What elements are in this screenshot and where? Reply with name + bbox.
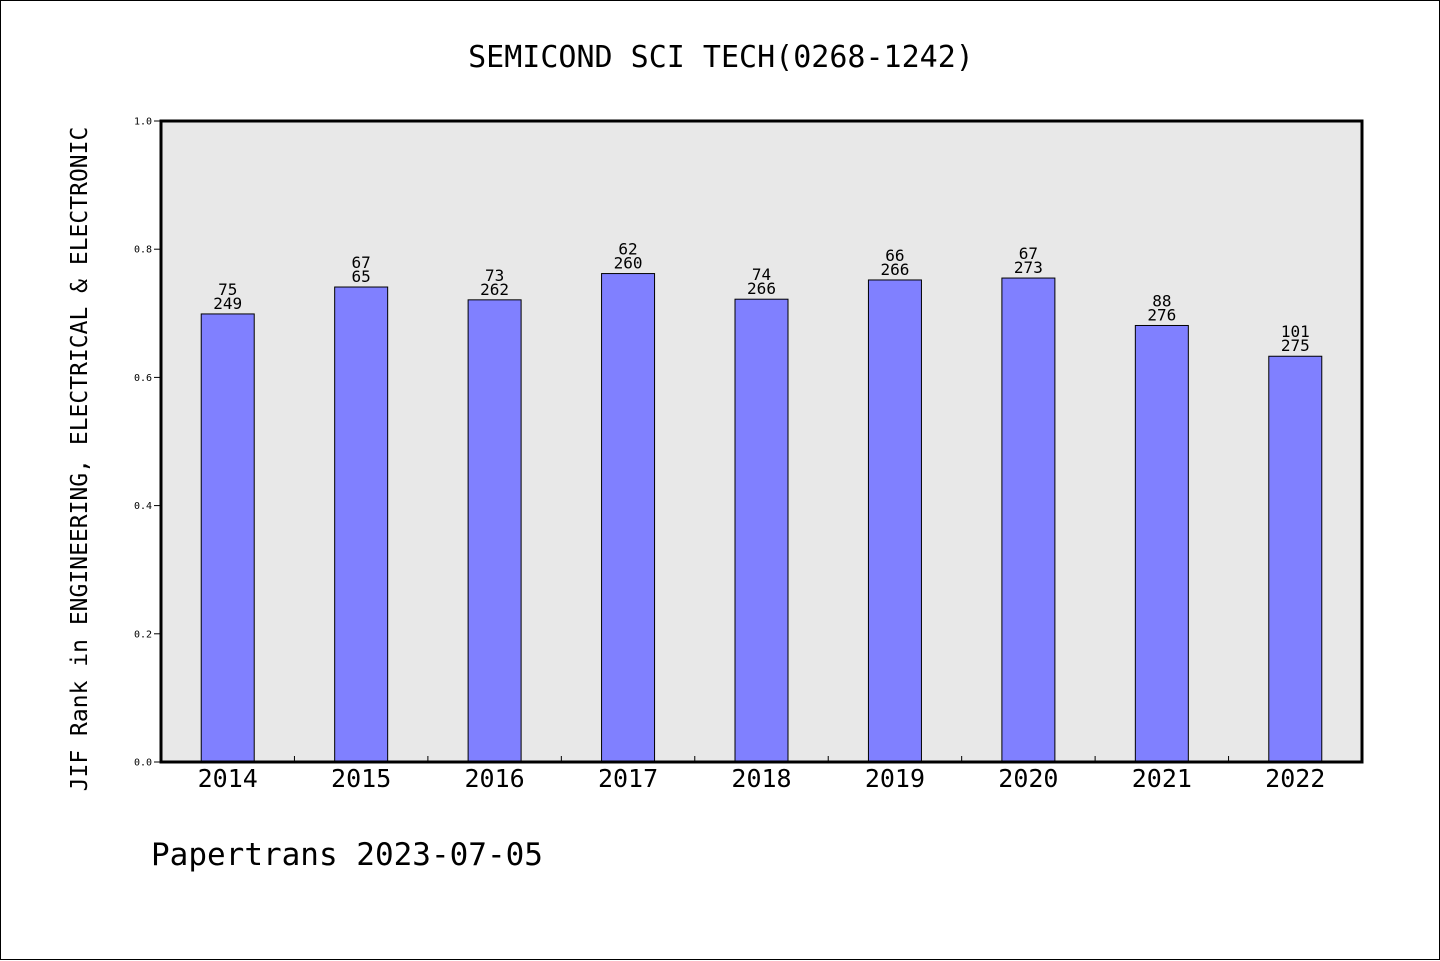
bar	[1134, 324, 1189, 763]
x-tick-label: 2015	[331, 764, 391, 793]
x-tick-label: 2021	[1132, 764, 1192, 793]
x-tick-label: 2022	[1265, 764, 1325, 793]
bar-total-label: 273	[1014, 258, 1043, 277]
bar-total-label: 249	[213, 294, 242, 313]
y-tick-label: 0.4	[134, 501, 152, 512]
footer-credit: Papertrans 2023-07-05	[151, 837, 543, 873]
plot-border	[159, 119, 1364, 764]
chart-title: SEMICOND SCI TECH(0268-1242)	[468, 40, 974, 75]
bar-total-label: 266	[880, 260, 909, 279]
bar-rank-label: 67	[352, 253, 371, 272]
x-axis: 2014 2015 2016 2017 2018 2019 2020 2021 2022	[198, 756, 1325, 793]
y-axis: 0.0 0.2 0.4 0.6 0.8 1.0	[134, 117, 161, 769]
y-tick-label: 0.6	[134, 373, 152, 384]
bar-rank-label: 74	[752, 265, 771, 284]
bar	[334, 286, 389, 763]
bar-rank-label: 88	[1152, 291, 1171, 310]
bar-rank-label: 66	[885, 246, 904, 265]
bar	[200, 313, 255, 763]
bar-total-label: 266	[747, 279, 776, 298]
bar	[467, 299, 522, 763]
bar	[734, 298, 789, 763]
bar-total-label: 275	[1281, 336, 1310, 355]
x-tick-label: 2016	[465, 764, 525, 793]
x-tick-label: 2018	[731, 764, 791, 793]
bar-rank-label: 73	[485, 266, 504, 285]
bar-rank-label: 101	[1281, 322, 1310, 341]
bar-total-label: 276	[1147, 305, 1176, 324]
bar	[867, 279, 922, 763]
bar-total-label: 260	[614, 254, 643, 273]
bar-total-label: 262	[480, 280, 509, 299]
bar	[1268, 355, 1323, 763]
bar-rank-label: 75	[218, 280, 237, 299]
y-tick-label: 0.0	[134, 758, 152, 769]
y-tick-label: 1.0	[134, 117, 152, 128]
y-axis-label: JIF Rank in ENGINEERING, ELECTRICAL & EL…	[67, 127, 93, 792]
bar-rank-label: 67	[1019, 244, 1038, 263]
bar	[1001, 277, 1056, 763]
x-tick-label: 2014	[198, 764, 258, 793]
bar-total-label: 65	[352, 267, 371, 286]
bar-rank-label: 62	[618, 240, 637, 259]
y-tick-label: 0.8	[134, 245, 152, 256]
x-tick-label: 2017	[598, 764, 658, 793]
y-tick-label: 0.2	[134, 629, 152, 640]
bar	[601, 273, 656, 763]
x-tick-label: 2019	[865, 764, 925, 793]
x-tick-label: 2020	[998, 764, 1058, 793]
